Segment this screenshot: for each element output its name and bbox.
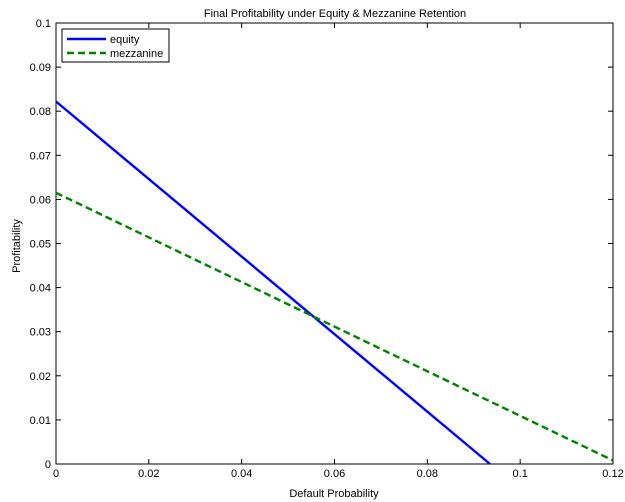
y-tick-label: 0.1: [36, 18, 51, 30]
legend-box: [61, 28, 170, 63]
y-tick-label: 0.04: [30, 283, 51, 295]
x-tick-label: 0.04: [231, 468, 252, 480]
x-tick-label: 0.02: [138, 468, 159, 480]
y-tick-label: 0.02: [30, 371, 51, 383]
plot-frame: [55, 22, 614, 465]
y-tick-label: 0: [45, 459, 51, 471]
y-tick-label: 0.05: [30, 239, 51, 251]
chart-title: Final Profitability under Equity & Mezza…: [204, 8, 466, 20]
legend-label-mezzanine: mezzanine: [110, 48, 163, 60]
x-axis-label: Default Probability: [289, 488, 379, 500]
y-axis-label: Profitability: [11, 219, 23, 273]
x-tick-label: 0.12: [602, 468, 623, 480]
legend-label-equity: equity: [110, 34, 140, 46]
x-tick-label: 0.1: [513, 468, 528, 480]
y-tick-label: 0.07: [30, 150, 51, 162]
series-line-mezzanine: [55, 191, 614, 462]
y-tick-label: 0.01: [30, 415, 51, 427]
y-tick-label: 0.09: [30, 62, 51, 74]
plot-area: 0 0.02 0.04 0.06 0.08 0.1 0.12 0 0.01 0.02 0.03 0.0…: [30, 18, 624, 480]
series-line-equity: [55, 100, 491, 465]
x-tick-label: 0: [53, 468, 59, 480]
x-tick-label: 0.08: [417, 468, 438, 480]
y-tick-label: 0.03: [30, 327, 51, 339]
y-tick-label: 0.06: [30, 194, 51, 206]
y-tick-label: 0.08: [30, 106, 51, 118]
x-tick-label: 0.06: [324, 468, 345, 480]
